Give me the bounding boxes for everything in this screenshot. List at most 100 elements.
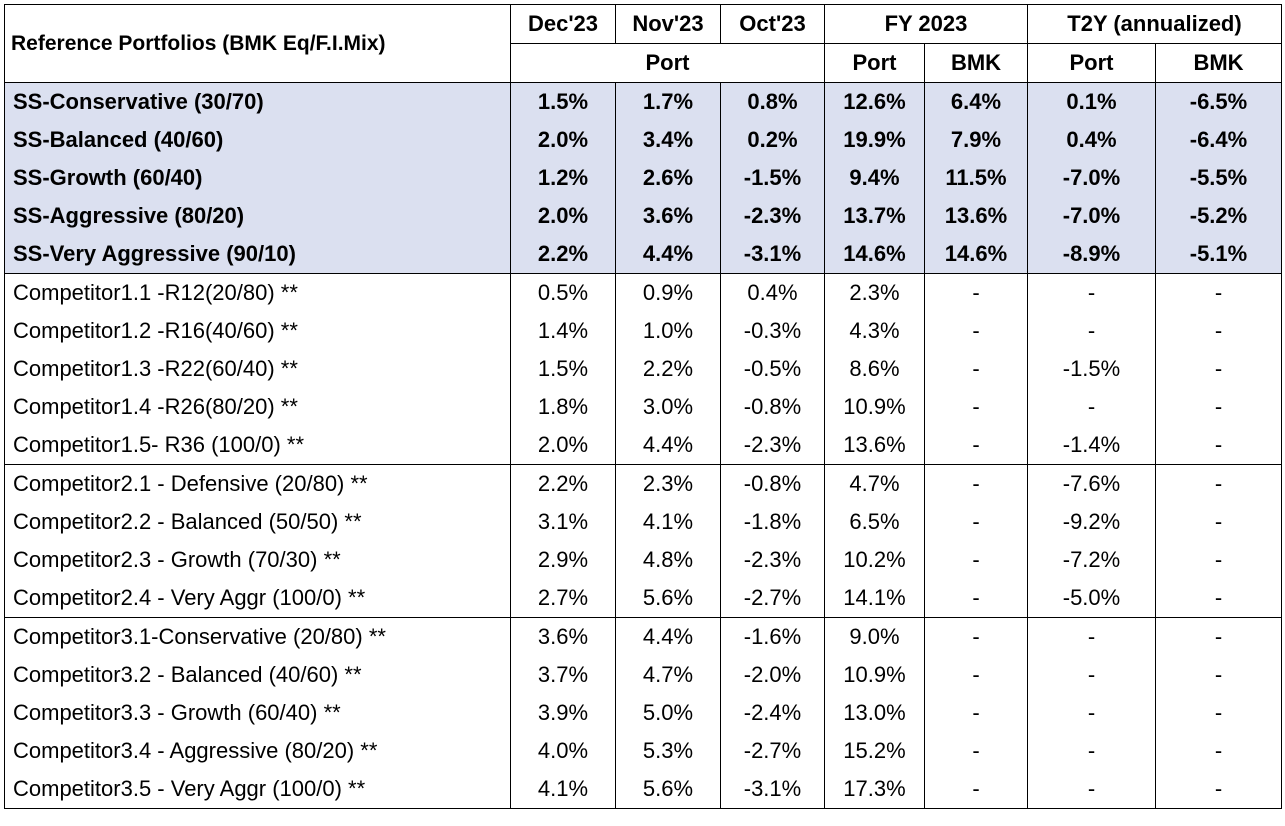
- t2y-bmk-cell: -: [1155, 579, 1282, 618]
- header-nov23: Nov'23: [615, 4, 721, 44]
- fy-port-cell: 14.6%: [824, 235, 925, 274]
- oct23-cell: -3.1%: [720, 770, 825, 809]
- fy-bmk-cell: -: [924, 273, 1028, 312]
- fy-bmk-cell: 11.5%: [924, 159, 1028, 197]
- header-row-bottom: Port Port BMK Port BMK: [5, 43, 1282, 83]
- fy-port-cell: 10.9%: [824, 388, 925, 426]
- t2y-bmk-cell: -: [1155, 273, 1282, 312]
- nov23-cell: 2.2%: [615, 350, 721, 388]
- dec23-cell: 1.2%: [510, 159, 616, 197]
- competitor-row: Competitor2.1 - Defensive (20/80) ** 2.2%…: [4, 464, 1282, 503]
- oct23-cell: -0.8%: [720, 464, 825, 503]
- fy-port-cell: 13.0%: [824, 694, 925, 732]
- competitor-row: Competitor1.1 -R12(20/80) ** 0.5% 0.9% 0.4%…: [4, 273, 1282, 312]
- competitor-row: Competitor3.4 - Aggressive (80/20) ** 4.0…: [4, 732, 1282, 770]
- dec23-cell: 2.0%: [510, 197, 616, 235]
- nov23-cell: 5.3%: [615, 732, 721, 770]
- t2y-port-cell: -1.5%: [1027, 350, 1156, 388]
- header-t2y-port: Port: [1027, 43, 1156, 83]
- dec23-cell: 1.4%: [510, 312, 616, 350]
- competitor-row: Competitor3.1-Conservative (20/80) ** 3.6…: [4, 617, 1282, 656]
- nov23-cell: 5.6%: [615, 770, 721, 809]
- dec23-cell: 2.0%: [510, 121, 616, 159]
- nov23-cell: 4.1%: [615, 503, 721, 541]
- oct23-cell: -2.0%: [720, 656, 825, 694]
- fy-bmk-cell: -: [924, 617, 1028, 656]
- nov23-cell: 4.4%: [615, 617, 721, 656]
- dec23-cell: 1.5%: [510, 350, 616, 388]
- portfolio-name: Competitor1.1 -R12(20/80) **: [4, 273, 511, 312]
- oct23-cell: -1.5%: [720, 159, 825, 197]
- t2y-port-cell: -1.4%: [1027, 426, 1156, 465]
- nov23-cell: 1.0%: [615, 312, 721, 350]
- fy-port-cell: 4.3%: [824, 312, 925, 350]
- dec23-cell: 1.8%: [510, 388, 616, 426]
- fy-port-cell: 2.3%: [824, 273, 925, 312]
- header-fy-port: Port: [824, 43, 925, 83]
- oct23-cell: 0.2%: [720, 121, 825, 159]
- nov23-cell: 3.4%: [615, 121, 721, 159]
- competitor-row: Competitor2.3 - Growth (70/30) ** 2.9% 4.8…: [4, 541, 1282, 579]
- dec23-cell: 4.1%: [510, 770, 616, 809]
- portfolio-name: Competitor3.3 - Growth (60/40) **: [4, 694, 511, 732]
- oct23-cell: -2.3%: [720, 426, 825, 465]
- header-oct23: Oct'23: [720, 4, 825, 44]
- t2y-bmk-cell: -: [1155, 350, 1282, 388]
- oct23-cell: -2.7%: [720, 732, 825, 770]
- header-fy-bmk: BMK: [924, 43, 1028, 83]
- fy-bmk-cell: -: [924, 656, 1028, 694]
- competitor-row: Competitor2.4 - Very Aggr (100/0) ** 2.7%…: [4, 579, 1282, 618]
- fy-bmk-cell: -: [924, 503, 1028, 541]
- dec23-cell: 2.2%: [510, 235, 616, 274]
- t2y-port-cell: -7.6%: [1027, 464, 1156, 503]
- nov23-cell: 4.8%: [615, 541, 721, 579]
- fy-bmk-cell: -: [924, 426, 1028, 465]
- portfolio-name: SS-Conservative (30/70): [4, 82, 511, 121]
- t2y-port-cell: -: [1027, 388, 1156, 426]
- fy-bmk-cell: -: [924, 770, 1028, 809]
- nov23-cell: 1.7%: [615, 82, 721, 121]
- oct23-cell: -1.6%: [720, 617, 825, 656]
- oct23-cell: -1.8%: [720, 503, 825, 541]
- competitor-row: Competitor3.2 - Balanced (40/60) ** 3.7% 4…: [4, 656, 1282, 694]
- portfolio-name: SS-Very Aggressive (90/10): [4, 235, 511, 274]
- dec23-cell: 2.2%: [510, 464, 616, 503]
- table-body: SS-Conservative (30/70) 1.5% 1.7% 0.8% 12.6%…: [4, 82, 1282, 809]
- t2y-bmk-cell: -: [1155, 694, 1282, 732]
- fy-port-cell: 12.6%: [824, 82, 925, 121]
- oct23-cell: -2.3%: [720, 197, 825, 235]
- portfolio-name: SS-Growth (60/40): [4, 159, 511, 197]
- t2y-port-cell: -: [1027, 273, 1156, 312]
- oct23-cell: -0.8%: [720, 388, 825, 426]
- fy-bmk-cell: 13.6%: [924, 197, 1028, 235]
- portfolio-name: Competitor3.5 - Very Aggr (100/0) **: [4, 770, 511, 809]
- portfolio-name: Competitor1.3 -R22(60/40) **: [4, 350, 511, 388]
- t2y-bmk-cell: -: [1155, 770, 1282, 809]
- portfolio-name: SS-Aggressive (80/20): [4, 197, 511, 235]
- portfolio-name: Competitor1.5- R36 (100/0) **: [4, 426, 511, 465]
- t2y-port-cell: -: [1027, 770, 1156, 809]
- portfolio-name: Competitor2.1 - Defensive (20/80) **: [4, 464, 511, 503]
- t2y-port-cell: 0.4%: [1027, 121, 1156, 159]
- portfolio-name: Competitor1.2 -R16(40/60) **: [4, 312, 511, 350]
- nov23-cell: 4.4%: [615, 426, 721, 465]
- competitor-row: Competitor1.2 -R16(40/60) ** 1.4% 1.0% -0.3…: [4, 312, 1282, 350]
- ss-portfolio-row: SS-Balanced (40/60) 2.0% 3.4% 0.2% 19.9% 7.9%…: [4, 121, 1282, 159]
- portfolio-name: Competitor3.1-Conservative (20/80) **: [4, 617, 511, 656]
- oct23-cell: -0.5%: [720, 350, 825, 388]
- fy-port-cell: 9.4%: [824, 159, 925, 197]
- oct23-cell: -0.3%: [720, 312, 825, 350]
- portfolio-name: Competitor2.3 - Growth (70/30) **: [4, 541, 511, 579]
- nov23-cell: 5.6%: [615, 579, 721, 618]
- dec23-cell: 4.0%: [510, 732, 616, 770]
- t2y-bmk-cell: -: [1155, 312, 1282, 350]
- portfolio-name: Competitor2.4 - Very Aggr (100/0) **: [4, 579, 511, 618]
- t2y-port-cell: -9.2%: [1027, 503, 1156, 541]
- t2y-port-cell: -: [1027, 312, 1156, 350]
- oct23-cell: 0.4%: [720, 273, 825, 312]
- oct23-cell: -3.1%: [720, 235, 825, 274]
- fy-bmk-cell: 6.4%: [924, 82, 1028, 121]
- fy-port-cell: 8.6%: [824, 350, 925, 388]
- t2y-bmk-cell: -: [1155, 503, 1282, 541]
- dec23-cell: 2.7%: [510, 579, 616, 618]
